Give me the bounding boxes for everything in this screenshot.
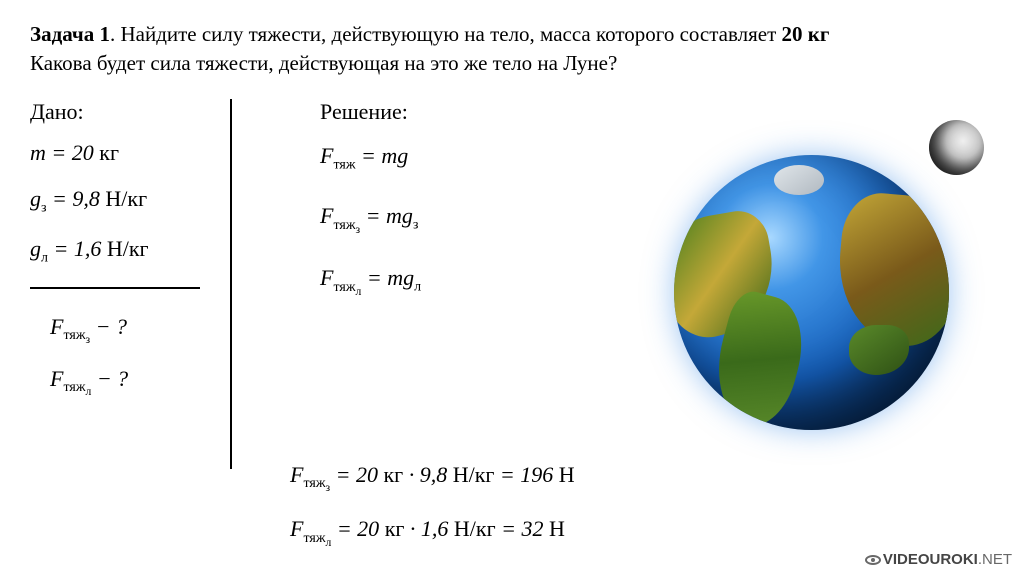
vertical-divider	[230, 99, 232, 469]
given-title: Дано:	[30, 99, 260, 125]
given-g-earth: gз = 9,8 Н/кг	[30, 186, 260, 216]
solution-section: Решение: Fтяж = mg Fтяжз = mgз Fтяжл = m…	[260, 99, 620, 418]
formula-moon: Fтяжл = mgл	[320, 265, 620, 297]
formula-earth: Fтяжз = mgз	[320, 203, 620, 235]
problem-label: Задача 1	[30, 22, 110, 46]
given-mass: m = 20 кг	[30, 140, 260, 166]
earth-icon	[674, 155, 949, 430]
given-divider	[30, 287, 200, 289]
problem-text-1: . Найдите силу тяжести, действующую на т…	[110, 22, 782, 46]
given-section: Дано: m = 20 кг gз = 9,8 Н/кг gл = 1,6 Н…	[30, 99, 260, 418]
find-f-moon: Fтяжл − ?	[30, 366, 260, 398]
watermark-tld: .NET	[978, 551, 1012, 568]
given-g-moon: gл = 1,6 Н/кг	[30, 236, 260, 266]
find-f-earth: Fтяжз − ?	[30, 314, 260, 346]
earth-moon-illustration	[644, 120, 984, 440]
solution-title: Решение:	[320, 99, 620, 125]
calc-earth: Fтяжз = 20 кг · 9,8 Н/кг = 196 Н	[290, 462, 575, 494]
eye-icon	[865, 555, 881, 565]
calculations: Fтяжз = 20 кг · 9,8 Н/кг = 196 Н Fтяжл =…	[290, 462, 575, 570]
moon-icon	[929, 120, 984, 175]
problem-mass: 20 кг	[782, 22, 830, 46]
problem-text-2: Какова будет сила тяжести, действующая н…	[30, 51, 617, 75]
watermark: VIDEOUROKI.NET	[865, 551, 1012, 568]
watermark-brand: VIDEOUROKI	[883, 551, 978, 568]
problem-statement: Задача 1. Найдите силу тяжести, действую…	[0, 0, 1024, 89]
formula-general: Fтяж = mg	[320, 143, 620, 173]
calc-moon: Fтяжл = 20 кг · 1,6 Н/кг = 32 Н	[290, 516, 575, 548]
